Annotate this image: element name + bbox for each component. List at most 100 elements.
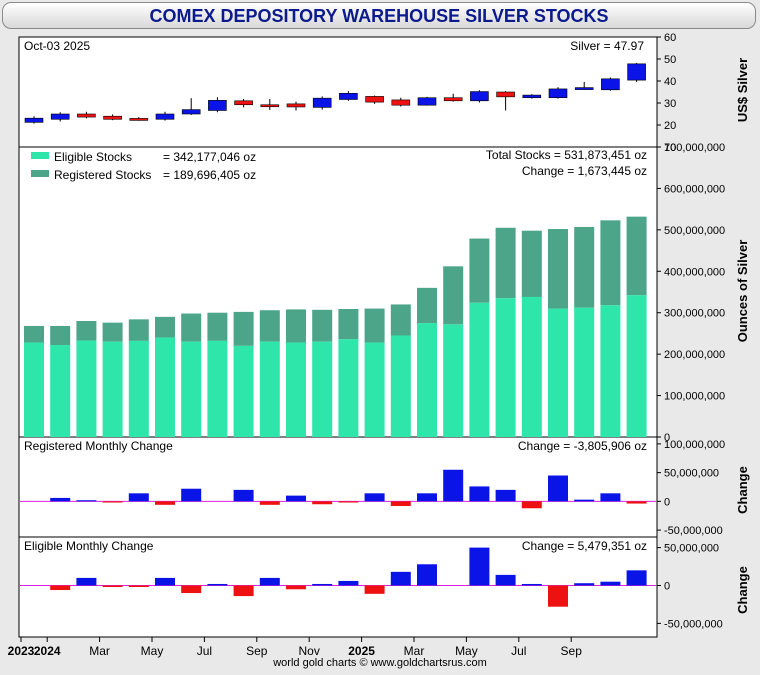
eligible-change-bar — [600, 581, 621, 586]
x-tick-label: Mar — [404, 644, 425, 658]
price-candle — [339, 93, 358, 100]
eligible-change-label: Change = 5,479,351 oz — [522, 539, 647, 553]
price-candle — [129, 118, 149, 121]
price-candle — [77, 113, 96, 118]
x-tick-label: May — [141, 644, 164, 658]
stocks-change-label: Change = 1,673,445 oz — [522, 164, 647, 178]
registered-change-bar — [495, 489, 516, 502]
stocks-tick-label: 400,000,000 — [664, 266, 725, 278]
price-candle — [601, 78, 620, 91]
stocks-tick-label: 600,000,000 — [664, 183, 725, 195]
eligible-stock-bar — [259, 341, 280, 437]
price-candle — [24, 117, 44, 123]
x-tick-label: Jul — [197, 644, 212, 658]
registered-stock-bar — [207, 312, 228, 341]
eligible-change-bar — [286, 585, 306, 590]
registered-stock-bar — [626, 216, 647, 296]
registered-change-bar — [548, 475, 568, 502]
price-candle — [260, 104, 280, 108]
price-tick-label: 30 — [664, 98, 676, 110]
stocks-tick-label: 500,000,000 — [664, 225, 725, 237]
x-tick-label: Sep — [246, 644, 268, 658]
eligible-stock-bar — [50, 345, 71, 437]
price-candle — [155, 113, 175, 120]
eligible-change-bar — [390, 571, 411, 586]
price-candle — [103, 115, 122, 120]
legend-eligible-swatch — [31, 152, 49, 159]
registered-stock-bar — [548, 229, 568, 309]
price-tick-label: 10 — [664, 142, 676, 154]
eligible-change-tick-label: -50,000,000 — [664, 618, 723, 630]
registered-change-bar — [443, 469, 464, 502]
registered-stock-bar — [574, 226, 595, 308]
price-candle — [443, 97, 463, 102]
eligible-stock-bar — [286, 342, 306, 437]
registered-stock-bar — [50, 325, 71, 346]
stocks-tick-label: 700,000,000 — [664, 142, 725, 154]
legend-registered-name: Registered Stocks — [54, 168, 151, 182]
eligible-stock-bar — [338, 339, 359, 437]
registered-stock-bar — [128, 319, 149, 341]
eligible-stock-bar — [574, 307, 595, 437]
eligible-change-bar — [128, 585, 149, 587]
x-tick-label: 2023 — [8, 644, 35, 658]
eligible-stock-bar — [521, 296, 542, 437]
stocks-tick-label: 300,000,000 — [664, 308, 725, 320]
registered-stock-bar — [24, 325, 44, 343]
eligible-change-bar — [312, 583, 333, 586]
stocks-tick-label: 0 — [664, 432, 670, 444]
price-candle — [496, 91, 515, 98]
registered-change-tick-label: -50,000,000 — [664, 525, 723, 537]
eligible-stock-bar — [443, 324, 464, 437]
eligible-change-bar — [574, 583, 595, 586]
registered-change-bar — [259, 501, 280, 505]
registered-change-bar — [181, 488, 202, 502]
eligible-change-bar — [338, 580, 359, 586]
registered-stock-bar — [495, 227, 516, 299]
registered-change-tick-label: 0 — [664, 496, 670, 508]
registered-change-bar — [417, 493, 437, 502]
price-candle — [391, 99, 411, 106]
eligible-stock-bar — [312, 341, 333, 437]
registered-change-bar — [574, 499, 595, 502]
price-candle — [286, 103, 306, 108]
registered-change-bar — [102, 501, 123, 503]
eligible-change-title: Eligible Monthly Change — [24, 539, 154, 553]
eligible-change-bar — [417, 564, 437, 586]
registered-stock-bar — [521, 230, 542, 297]
registered-change-bar — [128, 493, 149, 502]
price-series — [24, 62, 646, 124]
registered-change-bar — [233, 489, 254, 502]
registered-change-axis-title: Change — [735, 466, 750, 514]
eligible-stock-bar — [417, 323, 437, 437]
registered-change-bar — [469, 486, 490, 502]
footer-credit: world gold charts © www.goldchartsrus.co… — [273, 657, 487, 669]
registered-change-series — [20, 469, 656, 509]
eligible-change-bar — [626, 570, 647, 586]
price-tick-label: 40 — [664, 76, 676, 88]
eligible-change-tick-label: 50,000,000 — [664, 543, 719, 555]
registered-stock-bar — [181, 313, 202, 342]
registered-stock-bar — [469, 238, 490, 303]
eligible-change-bar — [207, 583, 228, 586]
price-candle — [181, 109, 201, 115]
eligible-change-bar — [76, 577, 97, 586]
eligible-stock-bar — [24, 342, 44, 437]
registered-change-tick-label: 100,000,000 — [664, 439, 725, 451]
legend-eligible-value: = 342,177,046 oz — [163, 150, 256, 164]
eligible-stock-bar — [390, 335, 411, 437]
eligible-stock-bar — [155, 337, 175, 437]
eligible-change-bar — [548, 585, 568, 607]
eligible-stock-bar — [469, 302, 490, 437]
registered-stock-bar — [364, 308, 385, 343]
price-candle — [627, 63, 646, 81]
price-axis-title: US$ Silver — [735, 57, 750, 123]
registered-change-tick-label: 50,000,000 — [664, 468, 719, 480]
eligible-change-bar — [364, 585, 385, 594]
registered-change-bar — [364, 493, 385, 502]
eligible-change-axis-title: Change — [735, 566, 750, 614]
x-tick-label: Mar — [89, 644, 110, 658]
stocks-axis-title: Ounces of Silver — [735, 239, 750, 343]
